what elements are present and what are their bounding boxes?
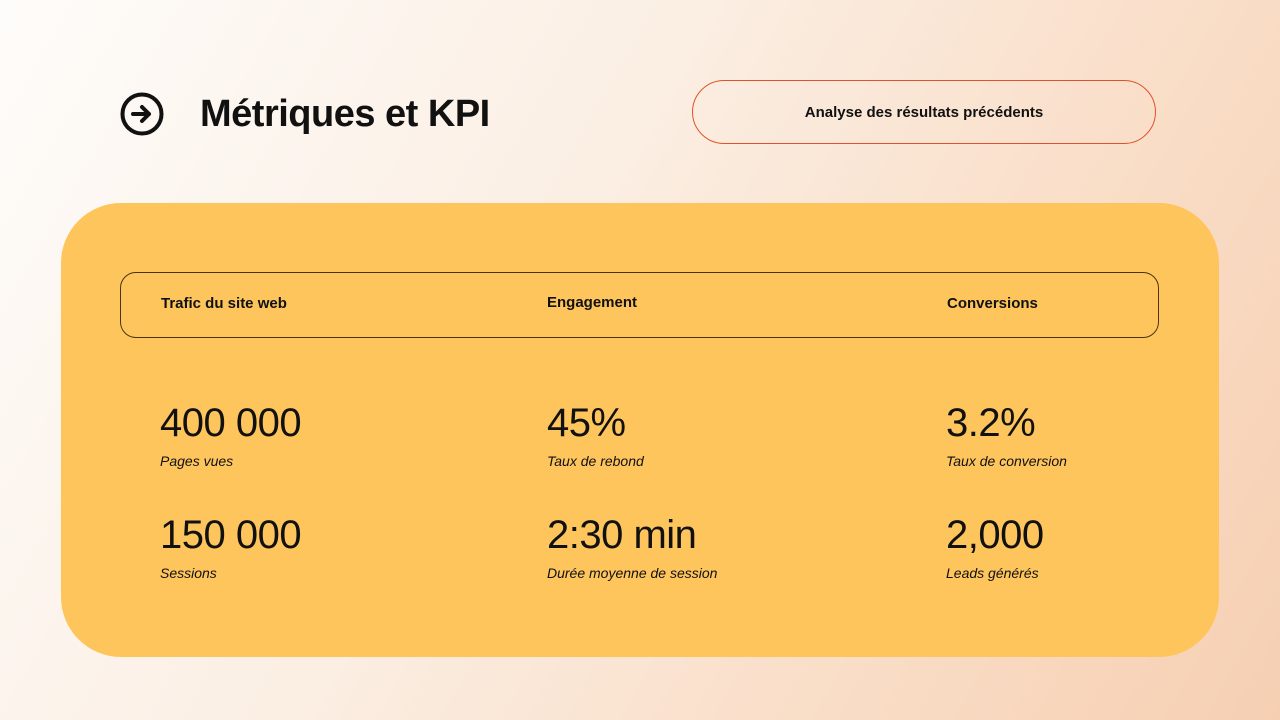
- kpi-card: Trafic du site web Engagement Conversion…: [61, 203, 1219, 657]
- metric-session-duration: 2:30 min Durée moyenne de session: [547, 513, 717, 581]
- metric-value: 2:30 min: [547, 513, 697, 557]
- metric-label: Pages vues: [160, 453, 234, 469]
- column-heading-conversions: Conversions: [947, 295, 1038, 312]
- metric-label: Sessions: [160, 565, 217, 581]
- metric-label: Taux de rebond: [547, 453, 644, 469]
- metric-value: 400 000: [160, 401, 302, 445]
- metric-value: 150 000: [160, 513, 302, 557]
- metric-value: 45%: [547, 401, 626, 445]
- metric-value: 2,000: [946, 513, 1044, 557]
- page-title: Métriques et KPI: [200, 93, 490, 135]
- metric-label: Durée moyenne de session: [547, 565, 718, 581]
- metric-label: Taux de conversion: [946, 453, 1067, 469]
- column-header-bar: Trafic du site web Engagement Conversion…: [120, 272, 1159, 338]
- previous-results-button[interactable]: Analyse des résultats précédents: [692, 80, 1156, 144]
- metric-label: Leads générés: [946, 565, 1039, 581]
- arrow-right-circle-icon: [120, 92, 164, 136]
- metric-sessions: 150 000 Sessions: [160, 513, 302, 581]
- metric-page-views: 400 000 Pages vues: [160, 401, 302, 469]
- metric-conversion-rate: 3.2% Taux de conversion: [946, 401, 1067, 469]
- column-heading-traffic: Trafic du site web: [161, 295, 287, 312]
- column-heading-engagement: Engagement: [547, 294, 638, 311]
- metric-value: 3.2%: [946, 401, 1036, 445]
- metric-leads: 2,000 Leads générés: [946, 513, 1044, 581]
- metric-bounce-rate: 45% Taux de rebond: [547, 401, 644, 469]
